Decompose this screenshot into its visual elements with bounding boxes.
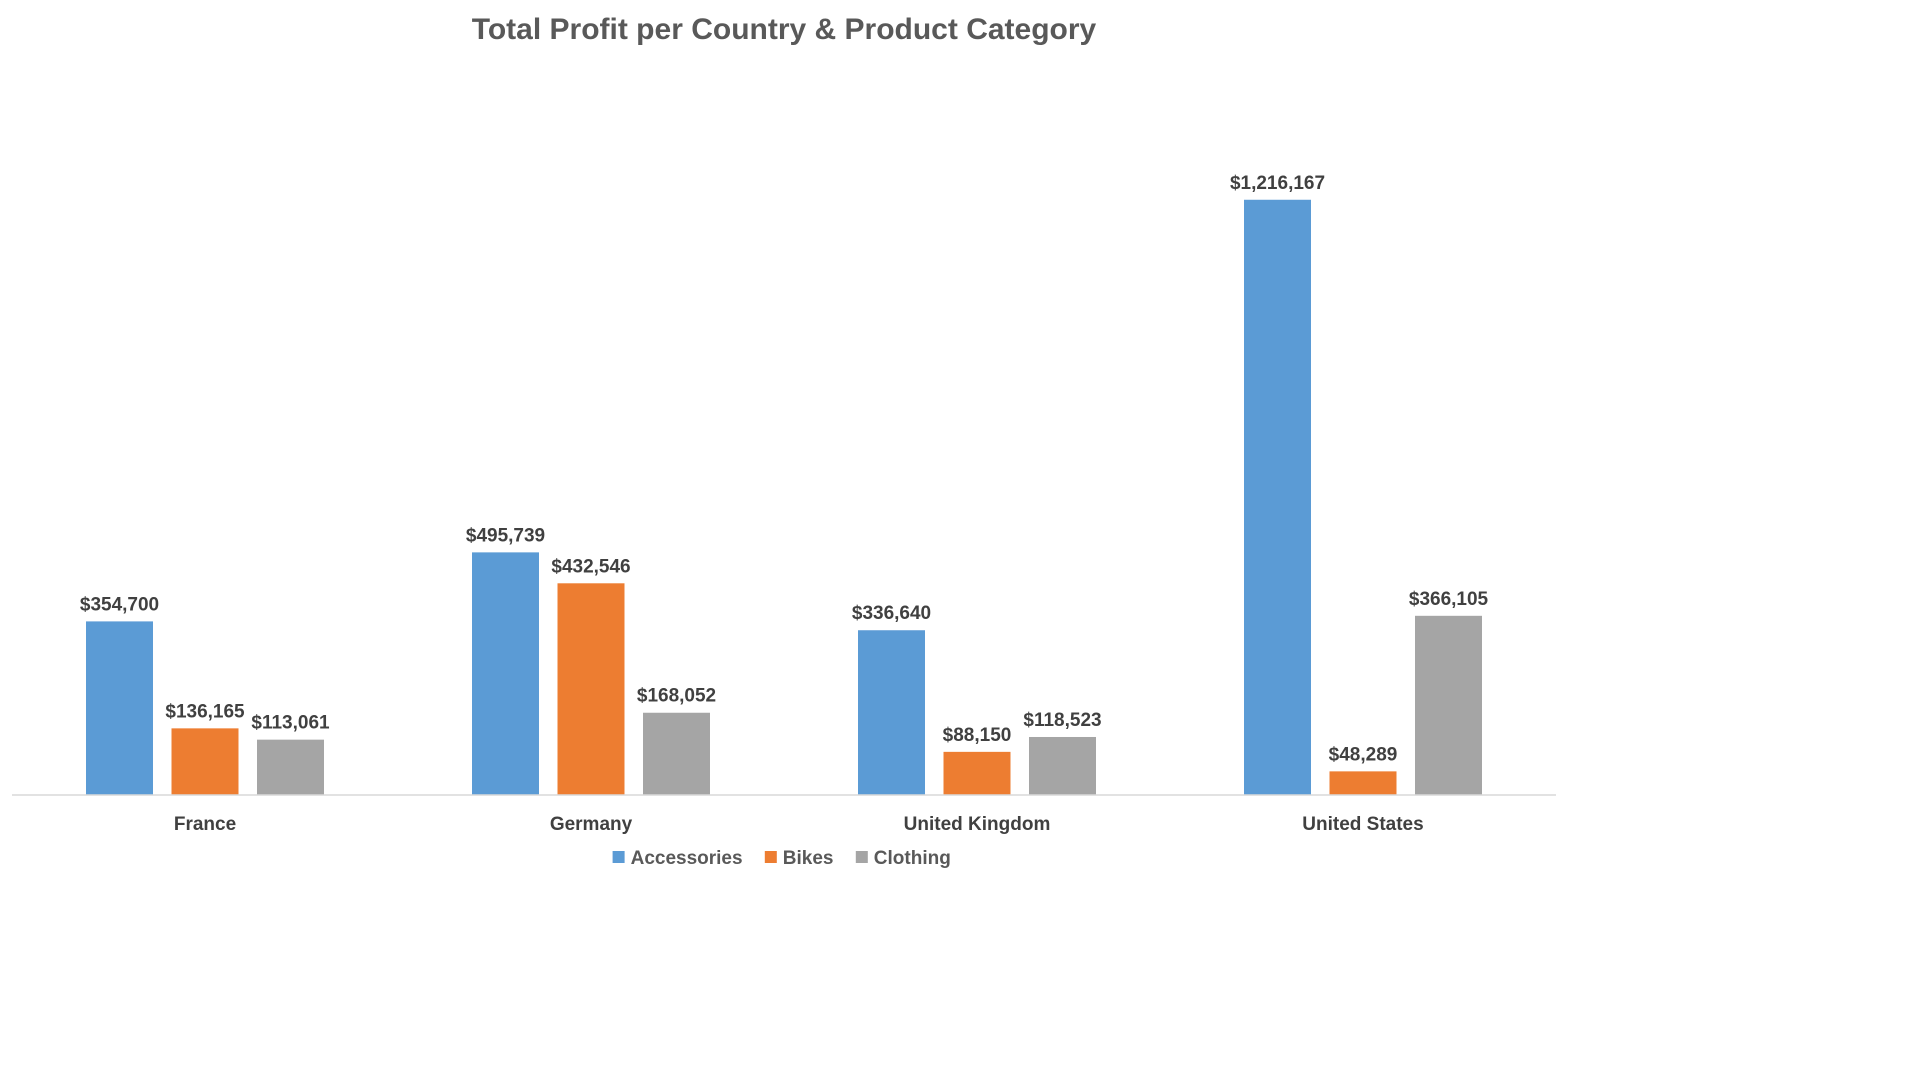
bar-united-states-accessories (1244, 199, 1311, 796)
bars-group: $354,700 $136,165 $113,061 $495,739 $432,546… (80, 173, 1489, 796)
legend-swatch-bikes (764, 851, 777, 863)
bar-united-kingdom-clothing (1029, 736, 1096, 795)
data-label-united-states-clothing: $366,105 (1409, 589, 1489, 610)
data-label-germany-bikes: $432,546 (551, 556, 630, 577)
data-label-germany-accessories: $495,739 (466, 525, 545, 546)
legend: Accessories Bikes Clothing (612, 848, 951, 869)
bar-germany-accessories (472, 552, 539, 795)
category-label-germany: Germany (550, 814, 633, 835)
data-label-united-kingdom-bikes: $88,150 (943, 725, 1012, 746)
data-label-france-bikes: $136,165 (165, 701, 245, 722)
legend-swatch-clothing (855, 851, 868, 863)
bar-germany-clothing (643, 712, 710, 795)
bar-united-kingdom-bikes (943, 751, 1011, 795)
data-label-united-kingdom-accessories: $336,640 (852, 603, 931, 624)
bar-germany-bikes (557, 583, 625, 795)
profit-bar-chart: Total Profit per Country & Product Categ… (12, 13, 1556, 869)
legend-swatch-accessories (612, 851, 625, 863)
data-label-united-states-accessories: $1,216,167 (1230, 173, 1325, 194)
bar-france-clothing (257, 739, 324, 795)
category-labels: France Germany United Kingdom United States (174, 814, 1424, 835)
data-label-united-states-bikes: $48,289 (1329, 744, 1398, 765)
bar-united-states-bikes (1329, 771, 1397, 795)
category-label-france: France (174, 814, 236, 835)
data-label-germany-clothing: $168,052 (637, 686, 716, 707)
legend-label-accessories: Accessories (631, 848, 743, 869)
data-label-united-kingdom-clothing: $118,523 (1023, 710, 1101, 731)
category-label-united-states: United States (1302, 814, 1423, 835)
data-label-france-clothing: $113,061 (251, 713, 330, 734)
data-label-france-accessories: $354,700 (80, 594, 159, 615)
bar-united-kingdom-accessories (858, 630, 925, 795)
bar-france-accessories (86, 621, 153, 795)
category-label-united-kingdom: United Kingdom (904, 814, 1051, 835)
bar-france-bikes (171, 728, 239, 795)
legend-label-clothing: Clothing (874, 848, 951, 869)
bar-united-states-clothing (1415, 615, 1482, 795)
legend-label-bikes: Bikes (783, 848, 834, 869)
chart-title: Total Profit per Country & Product Categ… (472, 13, 1097, 46)
